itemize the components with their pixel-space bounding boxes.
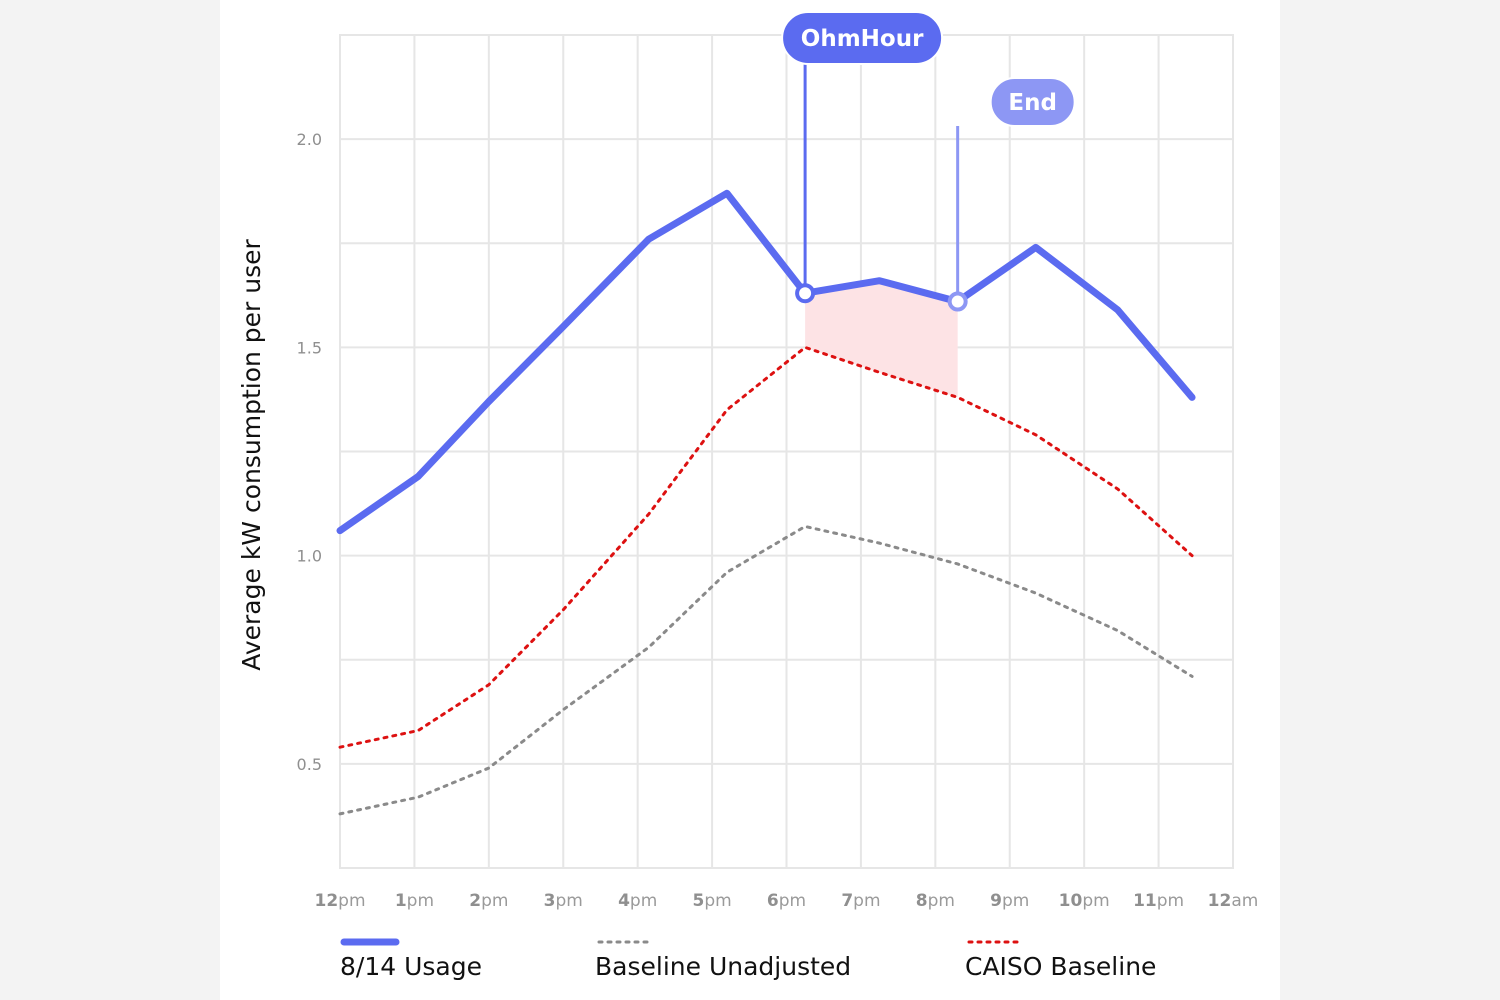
x-tick-label: 8pm: [916, 891, 955, 911]
legend-label-1: Baseline Unadjusted: [595, 952, 851, 981]
x-tick-label: 4pm: [618, 891, 657, 911]
y-tick-label: 1.0: [297, 547, 322, 566]
grid: [339, 34, 1234, 869]
chart: OhmHour End 2.0 1.5 1.0 0.5 12pm 1pm 2pm 3pm 4pm 5…: [237, 11, 1259, 981]
x-tick-label: 2pm: [469, 891, 508, 911]
end-marker-point: [947, 291, 968, 312]
x-tick-label: 7pm: [841, 891, 880, 911]
y-axis-label: Average kW consumption per user: [237, 239, 266, 671]
x-tick-label: 9pm: [990, 891, 1029, 911]
x-tick-label: 11pm: [1133, 891, 1184, 911]
end-callout-label: End: [1008, 90, 1057, 116]
ohmhour-callout-label: OhmHour: [801, 26, 924, 52]
x-tick-label: 6pm: [767, 891, 806, 911]
callout-layer: OhmHour End: [781, 11, 1076, 312]
axis-labels: 2.0 1.5 1.0 0.5 12pm 1pm 2pm 3pm 4pm 5pm 6pm 7pm 8pm…: [297, 130, 1259, 911]
y-tick-label: 0.5: [297, 755, 322, 774]
x-tick-label: 3pm: [544, 891, 583, 911]
series-layer: [336, 189, 1196, 816]
series-line-0: [336, 189, 1196, 535]
x-tick-label: 10pm: [1059, 891, 1110, 911]
ohmhour-callout-box: [781, 11, 944, 65]
x-tick-label: 12am: [1208, 891, 1259, 911]
event-shaded-area: [805, 280, 958, 398]
legend-label-2: CAISO Baseline: [965, 952, 1156, 981]
y-tick-label: 2.0: [297, 130, 322, 149]
x-tick-label: 12pm: [314, 891, 365, 911]
ohmhour-marker-point: [795, 283, 816, 304]
series-line-1: [338, 524, 1194, 816]
series-line-2: [338, 345, 1194, 749]
x-tick-label: 5pm: [692, 891, 731, 911]
event-shade-layer: [805, 280, 958, 398]
end-callout-box: [989, 77, 1076, 127]
legend-label-0: 8/14 Usage: [340, 952, 482, 981]
legend: 8/14 Usage Baseline Unadjusted CAISO Basel…: [340, 938, 1156, 981]
x-tick-label: 1pm: [395, 891, 434, 911]
chart-panel: OhmHour End 2.0 1.5 1.0 0.5 12pm 1pm 2pm 3pm 4pm 5…: [220, 0, 1280, 1000]
y-tick-label: 1.5: [297, 338, 322, 357]
